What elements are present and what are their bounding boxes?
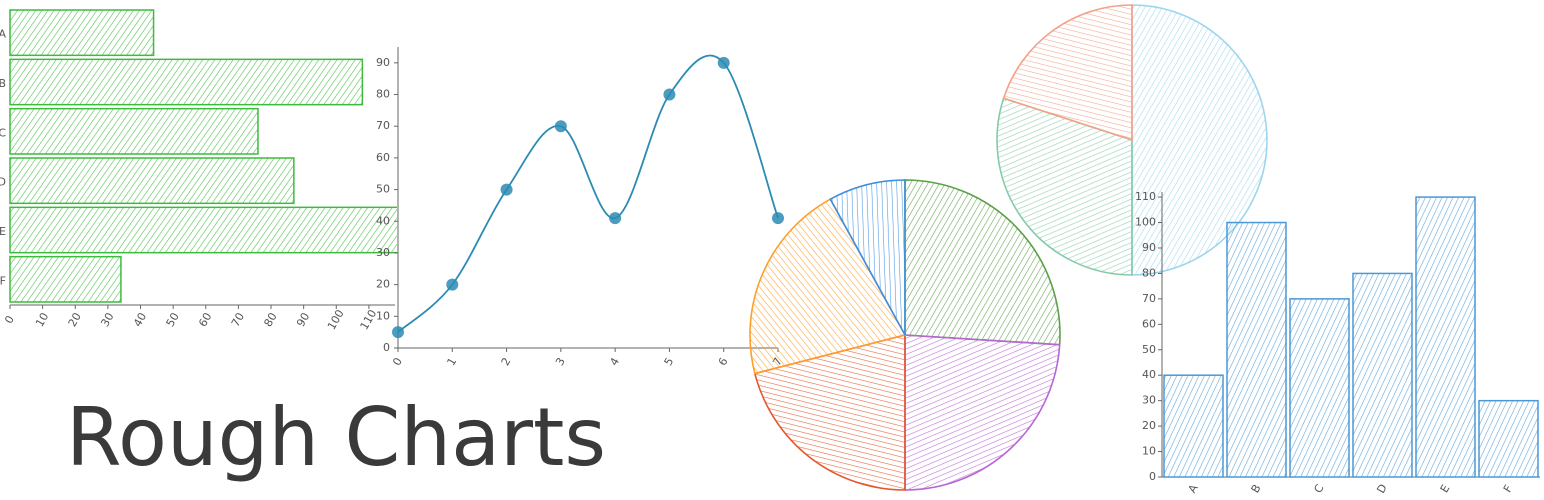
x-tick-label: 60 [196,310,214,329]
y-tick-label: 100 [1135,216,1156,229]
x-tick-label: 4 [607,355,622,368]
pale-pie [996,4,1268,276]
pie-slice [996,97,1133,276]
bar [9,206,397,254]
y-tick-label: 70 [1142,292,1156,305]
pie-slice [753,333,906,491]
y-tick-label: 0 [383,341,390,354]
point [609,212,622,225]
pie-slice [829,179,906,336]
point [772,212,784,225]
y-tick-label: 10 [1142,445,1156,458]
x-tick-label: D [1374,482,1390,496]
bar [1289,298,1350,478]
y-tick-label: 90 [376,56,390,69]
x-tick-label: 50 [164,310,182,329]
x-tick-label: 30 [98,310,116,329]
point [554,120,567,133]
y-tick-label: D [0,176,6,189]
y-tick-label: 80 [1142,266,1156,279]
y-tick-label: F [0,274,6,287]
x-tick-label: E [1438,482,1453,495]
y-tick-label: B [0,77,6,90]
point [392,326,404,339]
bar [1352,272,1413,478]
bar [1226,221,1287,478]
bar [9,9,155,57]
point [663,88,676,101]
x-tick-label: C [1312,482,1327,495]
y-tick-label: E [0,225,6,238]
page-title: Rough Charts [66,391,606,484]
x-tick-label: F [1501,483,1515,495]
y-tick-label: 20 [1142,419,1156,432]
x-tick-label: 100 [325,307,347,332]
y-tick-label: 40 [1142,368,1156,381]
x-tick-label: 10 [33,310,51,329]
bar [1478,399,1539,478]
y-tick-label: 30 [1142,394,1156,407]
y-tick-label: 110 [1135,190,1156,203]
point [717,56,730,69]
point [446,278,459,291]
y-tick-label: A [0,28,6,41]
x-tick-label: B [1249,482,1264,495]
pie-slice [904,179,1061,346]
x-tick-label: 40 [131,310,149,329]
bar [1163,374,1224,478]
bar [9,157,295,205]
y-tick-label: 10 [376,309,390,322]
pie-chart [749,179,1061,491]
x-tick-label: 80 [261,310,279,329]
x-tick-label: 5 [662,355,677,368]
bar [1415,196,1476,478]
pie-slice [1131,4,1268,276]
bar [9,58,364,106]
y-tick-label: 50 [376,183,390,196]
bar [9,107,259,155]
y-tick-label: 60 [1142,317,1156,330]
y-tick-label: 0 [1149,470,1156,483]
y-tick-label: 20 [376,278,390,291]
bars [9,9,397,303]
x-tick-label: 70 [229,310,247,329]
pie-slice [904,334,1061,491]
pie-slice [749,198,907,375]
x-tick-label: 0 [390,355,405,368]
bar-chart: 0 10 20 30 40 50 60 70 80 90 100 110 A B C D E F [1135,190,1540,496]
y-tick-label: 90 [1142,241,1156,254]
x-tick-label: 90 [294,310,312,329]
pie-slice [1002,4,1133,142]
x-tick-label: 3 [553,355,568,368]
x-tick-label: A [1186,482,1201,495]
y-tick-label: 30 [376,246,390,259]
y-tick-label: 50 [1142,343,1156,356]
y-tick-label: 80 [376,88,390,101]
line [397,54,779,333]
x-tick-label: 2 [499,355,514,368]
y-tick-label: C [0,126,6,139]
x-tick-label: 1 [444,355,459,368]
y-tick-label: 70 [376,119,390,132]
x-tick-label: 6 [716,355,731,368]
point [500,183,513,196]
x-tick-label: 20 [66,310,84,329]
line-chart: 010203040506070809001234567 [376,47,785,368]
y-tick-label: 60 [376,151,390,164]
y-tick-label: 40 [376,214,390,227]
x-tick-label: 0 [2,313,17,326]
bar [9,255,122,303]
